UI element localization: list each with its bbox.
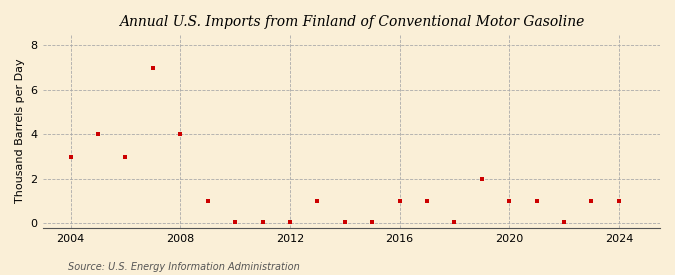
Point [394, 199, 405, 204]
Point [65, 155, 76, 159]
Point [586, 199, 597, 204]
Point [422, 199, 433, 204]
Point [202, 199, 213, 204]
Point [312, 199, 323, 204]
Point [230, 220, 240, 225]
Point [614, 199, 624, 204]
Y-axis label: Thousand Barrels per Day: Thousand Barrels per Day [15, 59, 25, 204]
Point [367, 220, 377, 225]
Point [559, 220, 570, 225]
Point [120, 155, 131, 159]
Point [504, 199, 514, 204]
Point [531, 199, 542, 204]
Point [92, 132, 103, 137]
Point [147, 65, 158, 70]
Point [449, 220, 460, 225]
Point [340, 220, 350, 225]
Point [257, 220, 268, 225]
Point [285, 220, 296, 225]
Title: Annual U.S. Imports from Finland of Conventional Motor Gasoline: Annual U.S. Imports from Finland of Conv… [119, 15, 585, 29]
Text: Source: U.S. Energy Information Administration: Source: U.S. Energy Information Administ… [68, 262, 299, 271]
Point [477, 177, 487, 181]
Point [175, 132, 186, 137]
